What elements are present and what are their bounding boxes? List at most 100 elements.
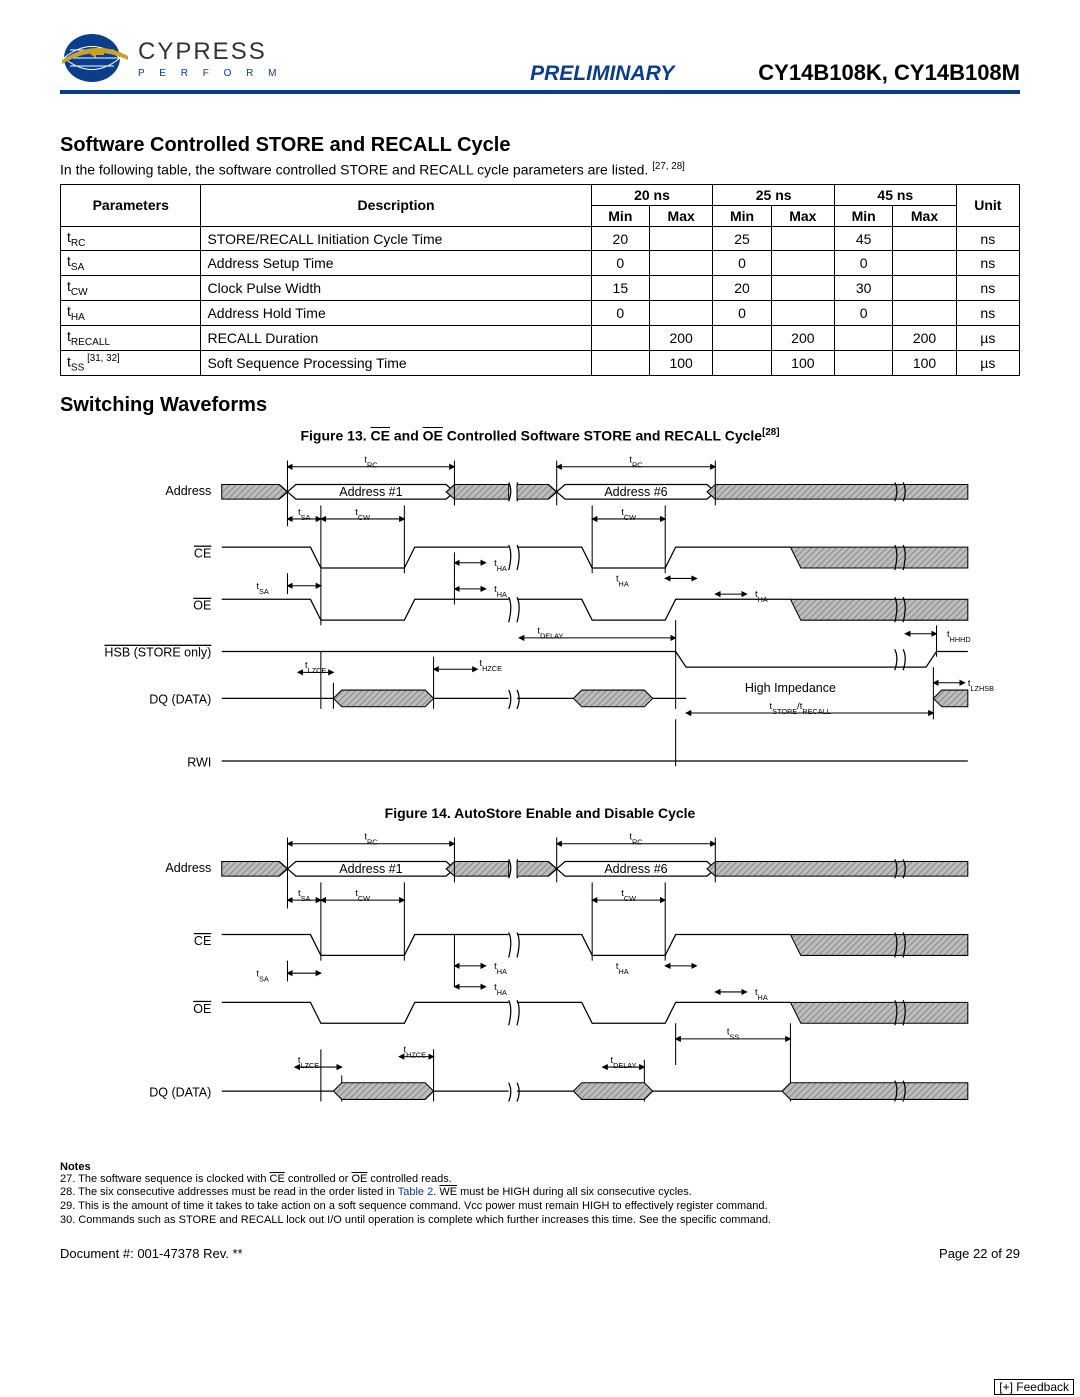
param-value: 0 — [834, 301, 892, 326]
link-table-2[interactable]: Table 2 — [398, 1186, 433, 1198]
param-value — [771, 251, 834, 276]
param-value: 200 — [893, 325, 956, 350]
th-unit: Unit — [956, 184, 1019, 226]
svg-text:tCW: tCW — [621, 506, 636, 522]
svg-text:tSA: tSA — [256, 580, 268, 596]
param-unit: µs — [956, 350, 1019, 375]
feedback-button[interactable]: [+] Feedback — [994, 1379, 1074, 1395]
param-value: 20 — [591, 226, 649, 251]
param-value: 25 — [713, 226, 771, 251]
table-row: tSAAddress Setup Time000ns — [61, 251, 1020, 276]
param-value — [650, 276, 713, 301]
doc-number: Document #: 001-47378 Rev. ** — [60, 1246, 243, 1261]
param-symbol: tSA — [61, 251, 201, 276]
svg-text:tSA: tSA — [298, 887, 310, 903]
svg-text:tHA: tHA — [755, 986, 768, 1002]
fig14-label-ce: CE — [194, 934, 211, 948]
param-value: 45 — [834, 226, 892, 251]
th-max-0: Max — [650, 205, 713, 226]
th-bin-2: 45 ns — [834, 184, 956, 205]
param-value — [893, 251, 956, 276]
fig14-caption: Figure 14. AutoStore Enable and Disable … — [60, 805, 1020, 821]
header-rule — [60, 90, 1020, 94]
th-bin-1: 25 ns — [713, 184, 835, 205]
param-value — [713, 325, 771, 350]
param-value — [771, 276, 834, 301]
svg-text:Address #6: Address #6 — [604, 862, 667, 876]
table-row: tRCSTORE/RECALL Initiation Cycle Time202… — [61, 226, 1020, 251]
svg-text:tHA: tHA — [616, 572, 629, 588]
preliminary-label: PRELIMINARY — [530, 62, 674, 86]
svg-text:tRC: tRC — [364, 453, 377, 469]
param-unit: ns — [956, 226, 1019, 251]
fig13-label-rwi: RWI — [187, 755, 211, 769]
param-value: 0 — [591, 251, 649, 276]
svg-text:tHZCE: tHZCE — [479, 657, 502, 673]
svg-text:tRC: tRC — [629, 831, 642, 847]
svg-text:tHHHD: tHHHD — [947, 628, 971, 644]
table-row: tHAAddress Hold Time000ns — [61, 301, 1020, 326]
svg-text:tDELAY: tDELAY — [537, 624, 563, 640]
th-min-1: Min — [713, 205, 771, 226]
table-row: tRECALLRECALL Duration200200200µs — [61, 325, 1020, 350]
fig13-label-oe: OE — [193, 598, 211, 612]
svg-text:tLZHSB: tLZHSB — [968, 677, 994, 693]
page-header: CYPRESS P E R F O R M PRELIMINARY CY14B1… — [60, 30, 1020, 86]
svg-text:tHA: tHA — [755, 588, 768, 604]
param-value: 15 — [591, 276, 649, 301]
section-title-waveforms: Switching Waveforms — [60, 394, 1020, 417]
th-min-0: Min — [591, 205, 649, 226]
th-bin-0: 20 ns — [591, 184, 713, 205]
param-value — [893, 276, 956, 301]
svg-text:High Impedance: High Impedance — [745, 681, 836, 695]
param-desc: Address Hold Time — [201, 301, 591, 326]
param-value — [771, 301, 834, 326]
svg-text:Address #1: Address #1 — [339, 862, 402, 876]
param-value — [893, 226, 956, 251]
intro-refs: [27, 28] — [652, 161, 685, 172]
fig14-diagram: .sig{font-size:12px;} .tm{font-size:9px;… — [60, 825, 1020, 1128]
param-value: 200 — [650, 325, 713, 350]
logo-subtitle: P E R F O R M — [138, 68, 283, 79]
param-value — [591, 350, 649, 375]
param-value: 0 — [713, 301, 771, 326]
note-29: 29. This is the amount of time it takes … — [60, 1200, 1020, 1214]
notes-header: Notes — [60, 1161, 1020, 1173]
table-row: tCWClock Pulse Width152030ns — [61, 276, 1020, 301]
th-description: Description — [201, 184, 591, 226]
param-value: 100 — [650, 350, 713, 375]
param-desc: STORE/RECALL Initiation Cycle Time — [201, 226, 591, 251]
th-parameters: Parameters — [61, 184, 201, 226]
param-value — [591, 325, 649, 350]
page-number: Page 22 of 29 — [939, 1246, 1020, 1261]
svg-text:tLZCE: tLZCE — [298, 1054, 319, 1070]
fig14-label-address: Address — [165, 861, 211, 875]
param-unit: ns — [956, 276, 1019, 301]
param-symbol: tCW — [61, 276, 201, 301]
param-value: 100 — [893, 350, 956, 375]
param-unit: ns — [956, 301, 1019, 326]
th-max-1: Max — [771, 205, 834, 226]
param-value: 20 — [713, 276, 771, 301]
fig13-diagram: .sig{font-size:12px;} .tm{font-size:9px;… — [60, 448, 1020, 792]
param-value: 0 — [834, 251, 892, 276]
fig13-label-ce: CE — [194, 546, 211, 560]
page-footer: Document #: 001-47378 Rev. ** Page 22 of… — [60, 1246, 1020, 1261]
svg-text:tSA: tSA — [298, 506, 310, 522]
param-value — [713, 350, 771, 375]
part-numbers: CY14B108K, CY14B108M — [758, 60, 1020, 86]
param-symbol: tSS [31, 32] — [61, 350, 201, 375]
svg-text:tHA: tHA — [494, 960, 507, 976]
param-unit: µs — [956, 325, 1019, 350]
logo-name: CYPRESS — [138, 38, 283, 66]
cypress-globe-icon — [60, 30, 130, 86]
fig13-label-address: Address — [165, 484, 211, 498]
note-27: 27. The software sequence is clocked wit… — [60, 1173, 1020, 1187]
param-value — [893, 301, 956, 326]
param-value — [834, 350, 892, 375]
table-row: tSS [31, 32]Soft Sequence Processing Tim… — [61, 350, 1020, 375]
param-desc: Soft Sequence Processing Time — [201, 350, 591, 375]
svg-text:tSA: tSA — [256, 967, 268, 983]
fig14-label-oe: OE — [193, 1002, 211, 1016]
svg-text:tRC: tRC — [629, 453, 642, 469]
